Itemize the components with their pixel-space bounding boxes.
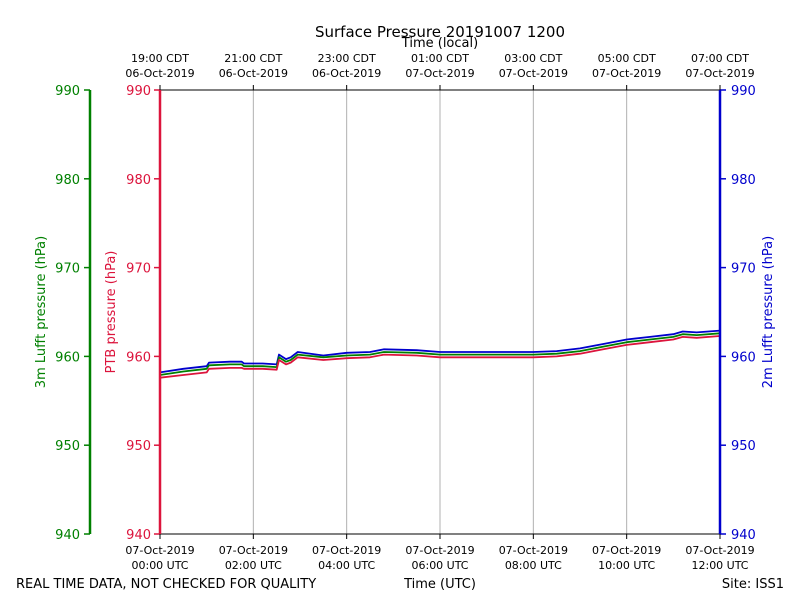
- bottom-tick-time: 10:00 UTC: [598, 559, 655, 572]
- footer-quality-note: REAL TIME DATA, NOT CHECKED FOR QUALITY: [16, 577, 316, 592]
- left-inner-axis-label: PTB pressure (hPa): [104, 251, 119, 374]
- bottom-tick-time: 02:00 UTC: [225, 559, 282, 572]
- data-series: [159, 329, 721, 379]
- 2m-lufft-pressure-line: [159, 329, 721, 374]
- right-tick-label: 940: [731, 528, 756, 543]
- left-outer-tick-label: 990: [55, 84, 80, 99]
- top-tick-time: 07:00 CDT: [691, 52, 749, 65]
- top-tick-date: 07-Oct-2019: [499, 67, 568, 80]
- left-outer-tick-label: 940: [55, 528, 80, 543]
- top-tick-time: 05:00 CDT: [598, 52, 656, 65]
- right-tick-label: 970: [731, 262, 756, 277]
- top-tick-time: 23:00 CDT: [318, 52, 376, 65]
- left-outer-tick-label: 970: [55, 262, 80, 277]
- left-inner-tick-label: 950: [126, 439, 151, 454]
- bottom-axis-label: Time (UTC): [403, 577, 476, 592]
- bottom-tick-time: 12:00 UTC: [691, 559, 748, 572]
- bottom-tick-date: 07-Oct-2019: [312, 544, 381, 557]
- bottom-tick-time: 00:00 UTC: [131, 559, 188, 572]
- right-tick-label: 990: [731, 84, 756, 99]
- 3m-lufft-pressure-line: [159, 332, 721, 376]
- footer-site: Site: ISS1: [722, 577, 784, 592]
- top-tick-time: 03:00 CDT: [504, 52, 562, 65]
- top-tick-time: 01:00 CDT: [411, 52, 469, 65]
- left-outer-axis-label: 3m Lufft pressure (hPa): [34, 236, 49, 388]
- bottom-tick-time: 06:00 UTC: [411, 559, 468, 572]
- bottom-tick-date: 07-Oct-2019: [685, 544, 754, 557]
- top-tick-time: 21:00 CDT: [224, 52, 282, 65]
- right-tick-label: 980: [731, 173, 756, 188]
- top-axis-label: Time (local): [401, 36, 478, 51]
- right-tick-label: 950: [731, 439, 756, 454]
- right-axis-label: 2m Lufft pressure (hPa): [761, 236, 776, 388]
- grid-lines: [252, 90, 628, 534]
- left-inner-tick-label: 940: [126, 528, 151, 543]
- top-tick-time: 19:00 CDT: [131, 52, 189, 65]
- plot-frame: [88, 89, 722, 535]
- bottom-tick-date: 07-Oct-2019: [405, 544, 474, 557]
- left-inner-tick-label: 990: [126, 84, 151, 99]
- left-outer-tick-label: 950: [55, 439, 80, 454]
- left-outer-tick-label: 980: [55, 173, 80, 188]
- right-tick-label: 960: [731, 350, 756, 365]
- top-tick-date: 06-Oct-2019: [125, 67, 194, 80]
- chart-title: Surface Pressure 20191007 1200: [315, 23, 565, 41]
- bottom-tick-time: 04:00 UTC: [318, 559, 375, 572]
- left-inner-tick-label: 980: [126, 173, 151, 188]
- top-tick-date: 07-Oct-2019: [405, 67, 474, 80]
- left-outer-tick-label: 960: [55, 350, 80, 365]
- top-tick-date: 07-Oct-2019: [685, 67, 754, 80]
- bottom-tick-date: 07-Oct-2019: [219, 544, 288, 557]
- left-inner-tick-label: 960: [126, 350, 151, 365]
- bottom-tick-date: 07-Oct-2019: [125, 544, 194, 557]
- top-tick-date: 07-Oct-2019: [592, 67, 661, 80]
- left-inner-tick-label: 970: [126, 262, 151, 277]
- bottom-tick-date: 07-Oct-2019: [592, 544, 661, 557]
- ptb-pressure-line: [159, 335, 721, 379]
- top-tick-date: 06-Oct-2019: [219, 67, 288, 80]
- axis-ticks: 940 940 940 950 950 950 960 960 960 970 970 970 980 9…: [55, 52, 756, 572]
- top-tick-date: 06-Oct-2019: [312, 67, 381, 80]
- bottom-tick-date: 07-Oct-2019: [499, 544, 568, 557]
- bottom-tick-time: 08:00 UTC: [505, 559, 562, 572]
